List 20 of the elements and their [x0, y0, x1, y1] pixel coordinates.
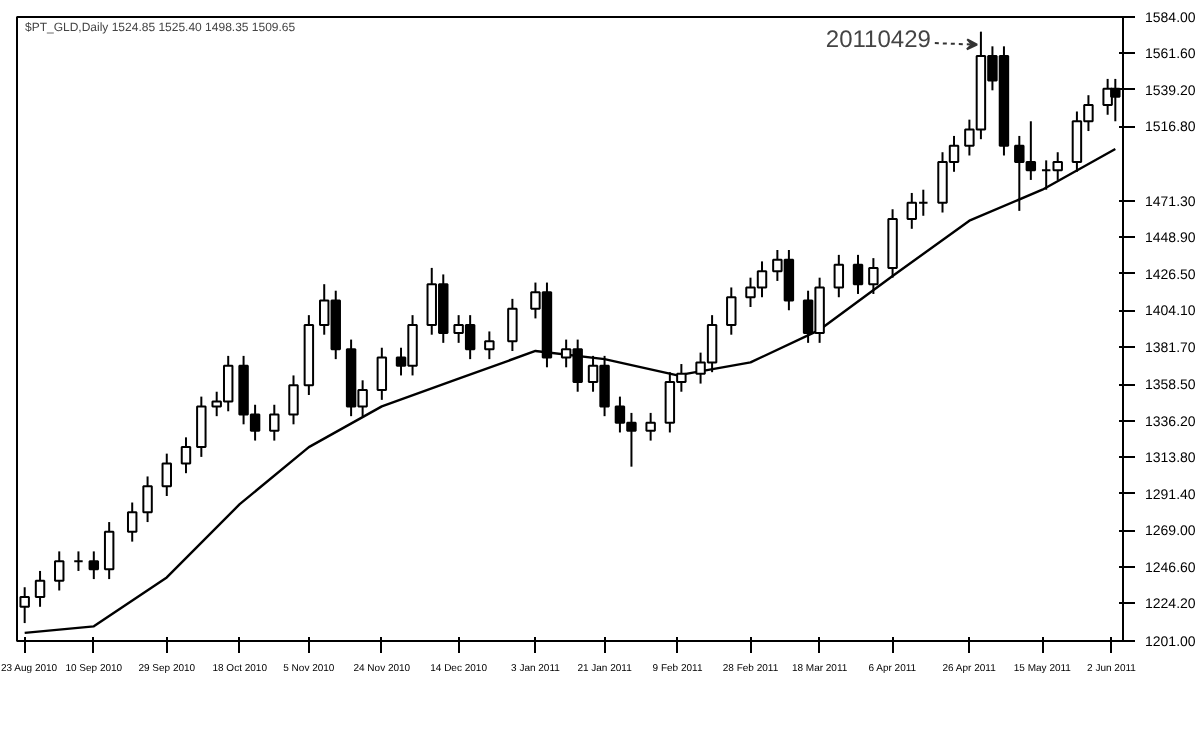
candlestick [142, 475, 153, 524]
candlestick [833, 253, 845, 299]
candlestick [88, 550, 100, 581]
candlestick [507, 297, 518, 352]
candlestick [852, 253, 864, 295]
candlestick [54, 550, 65, 592]
candlestick [196, 395, 207, 458]
candlestick [376, 346, 388, 401]
candlestick [161, 452, 172, 497]
candlestick [868, 257, 879, 295]
candlestick [34, 569, 46, 608]
candlestick [103, 521, 115, 581]
candlestick [126, 501, 138, 543]
annotation: 20110429 [825, 25, 932, 54]
candlestick [180, 436, 192, 475]
candlestick [484, 330, 495, 361]
candlestick [269, 403, 280, 442]
candlestick [726, 286, 737, 336]
candlestick [645, 411, 656, 442]
candlestick [288, 374, 299, 426]
